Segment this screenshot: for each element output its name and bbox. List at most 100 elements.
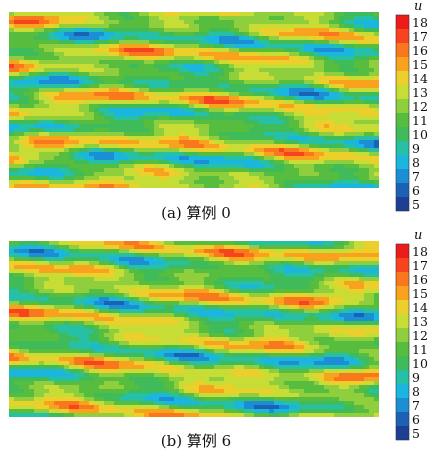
field-cell bbox=[54, 116, 60, 121]
field-cell bbox=[324, 32, 330, 37]
field-cell bbox=[334, 168, 340, 173]
field-cell bbox=[284, 136, 290, 141]
field-cell bbox=[279, 136, 285, 141]
field-cell bbox=[229, 321, 235, 326]
field-cell bbox=[164, 64, 170, 69]
field-cell bbox=[299, 112, 305, 117]
field-cell bbox=[54, 180, 60, 185]
field-cell bbox=[89, 56, 95, 61]
field-cell bbox=[29, 108, 35, 113]
field-cell bbox=[244, 144, 250, 149]
colorbar-swatch bbox=[396, 113, 409, 127]
field-cell bbox=[364, 116, 370, 121]
field-cell bbox=[69, 88, 75, 93]
field-cell bbox=[154, 100, 160, 105]
field-cell bbox=[264, 16, 270, 21]
field-cell bbox=[89, 305, 95, 310]
field-cell bbox=[164, 52, 170, 57]
field-cell bbox=[34, 112, 40, 117]
field-cell bbox=[209, 92, 215, 97]
field-cell bbox=[139, 277, 145, 282]
field-cell bbox=[354, 144, 360, 149]
field-cell bbox=[164, 124, 170, 129]
field-cell bbox=[54, 261, 60, 266]
field-cell bbox=[89, 184, 95, 188]
field-cell bbox=[69, 108, 75, 113]
field-cell bbox=[334, 321, 340, 326]
field-cell bbox=[354, 68, 360, 73]
field-cell bbox=[299, 273, 305, 278]
field-cell bbox=[294, 269, 300, 274]
field-cell bbox=[254, 24, 260, 29]
field-cell bbox=[334, 144, 340, 149]
field-cell bbox=[224, 257, 230, 262]
field-cell bbox=[124, 313, 130, 318]
field-cell bbox=[134, 108, 140, 113]
field-cell bbox=[69, 124, 75, 129]
field-cell bbox=[179, 128, 185, 133]
field-cell bbox=[214, 44, 220, 49]
field-cell bbox=[319, 60, 325, 65]
field-cell bbox=[224, 120, 230, 125]
field-cell bbox=[74, 309, 80, 314]
field-cell bbox=[64, 245, 70, 250]
field-cell bbox=[264, 285, 270, 290]
field-cell bbox=[89, 313, 95, 318]
field-cell bbox=[294, 152, 300, 157]
field-cell bbox=[204, 253, 210, 258]
field-cell bbox=[194, 152, 200, 157]
field-cell bbox=[249, 309, 255, 314]
field-cell bbox=[154, 269, 160, 274]
field-cell bbox=[324, 72, 330, 77]
field-cell bbox=[69, 24, 75, 29]
field-cell bbox=[124, 329, 130, 334]
field-cell bbox=[359, 100, 365, 105]
field-cell bbox=[334, 72, 340, 77]
field-cell bbox=[314, 160, 320, 165]
field-cell bbox=[109, 301, 115, 306]
field-cell bbox=[194, 261, 200, 266]
field-cell bbox=[329, 12, 335, 17]
field-cell bbox=[179, 261, 185, 266]
field-cell bbox=[184, 128, 190, 133]
field-cell bbox=[154, 285, 160, 290]
field-cell bbox=[329, 116, 335, 121]
field-cell bbox=[204, 305, 210, 310]
field-cell bbox=[229, 28, 235, 33]
field-cell bbox=[84, 76, 90, 81]
field-cell bbox=[374, 44, 379, 49]
field-cell bbox=[129, 20, 135, 25]
field-cell bbox=[239, 305, 245, 310]
field-cell bbox=[209, 68, 215, 73]
field-cell bbox=[54, 108, 60, 113]
field-cell bbox=[234, 152, 240, 157]
field-cell bbox=[309, 88, 315, 93]
field-cell bbox=[209, 60, 215, 65]
field-cell bbox=[64, 104, 70, 109]
field-cell bbox=[89, 253, 95, 258]
field-cell bbox=[124, 24, 130, 29]
field-cell bbox=[19, 176, 25, 181]
field-cell bbox=[74, 285, 80, 290]
field-cell bbox=[294, 64, 300, 69]
field-cell bbox=[54, 317, 60, 322]
field-cell bbox=[14, 120, 20, 125]
field-cell bbox=[9, 313, 15, 318]
field-cell bbox=[194, 108, 200, 113]
field-cell bbox=[24, 273, 30, 278]
field-cell bbox=[119, 132, 125, 137]
field-cell bbox=[189, 180, 195, 185]
field-cell bbox=[194, 76, 200, 81]
field-cell bbox=[39, 24, 45, 29]
field-cell bbox=[314, 297, 320, 302]
field-cell bbox=[349, 60, 355, 65]
field-cell bbox=[314, 313, 320, 318]
field-cell bbox=[234, 164, 240, 169]
field-cell bbox=[284, 148, 290, 153]
field-cell bbox=[264, 96, 270, 101]
field-cell bbox=[49, 317, 55, 322]
field-cell bbox=[249, 84, 255, 89]
field-cell bbox=[139, 88, 145, 93]
field-cell bbox=[344, 325, 350, 330]
field-cell bbox=[114, 148, 120, 153]
